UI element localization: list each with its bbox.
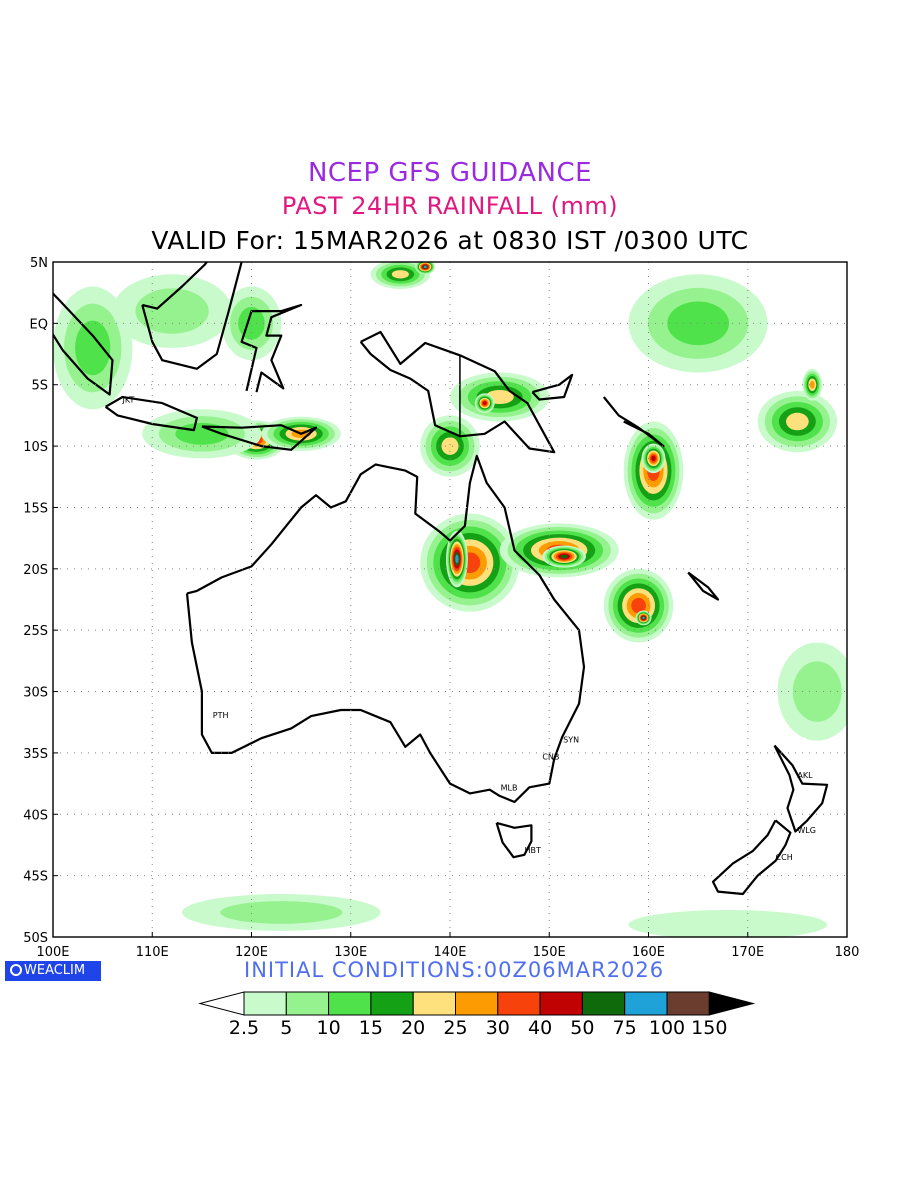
colorbar-label: 40 [528,1017,552,1039]
city-label: JKT [121,395,134,404]
lat-tick-label: 20S [23,563,48,578]
lat-tick-label: EQ [30,317,48,332]
java-coast [104,395,198,432]
city-label: HBT [524,846,541,855]
rain-area [142,409,262,459]
logo-circle-icon [10,964,22,976]
coastlines [53,219,829,896]
colorbar-label: 50 [570,1017,594,1039]
rain-area [635,610,652,626]
colorbar-label: 10 [317,1017,341,1039]
weaclim-logo: WEACLIM [5,961,101,981]
colorbar-label: 15 [359,1017,383,1039]
rain-area [603,568,674,643]
colorbar-label: 150 [691,1017,727,1039]
tasmania-coast [495,821,533,859]
rain-area [446,530,468,588]
lon-tick-label: 160E [632,945,665,960]
nz-north-coast [773,744,829,833]
rain-area [415,262,436,275]
city-label: CCH [776,853,793,862]
sulawesi-coast [240,303,303,393]
lon-tick-label: 140E [433,945,466,960]
lat-tick-label: 5N [30,256,48,271]
lat-tick-label: 45S [23,870,48,885]
lat-tick-label: 40S [23,808,48,823]
lon-tick-label: 100E [36,945,69,960]
new-guinea-coast [359,330,556,454]
rain-area [757,390,838,453]
nz-south-coast [711,819,792,896]
city-label: AKL [797,771,813,780]
colorbar-label: 30 [486,1017,510,1039]
colorbar-label: 5 [280,1017,292,1039]
lon-tick-label: 110E [136,945,169,960]
rain-area [112,274,232,348]
colorbar-label: 20 [401,1017,425,1039]
lon-tick-label: 130E [334,945,367,960]
lon-tick-label: 150E [533,945,566,960]
rain-area [777,642,847,741]
rain-area [628,274,768,373]
rain-area [53,286,133,410]
sumatra-coast [53,291,114,396]
rain-area [542,545,586,568]
logo-text: WEACLIM [24,963,86,978]
lat-tick-label: 30S [23,686,48,701]
lat-tick-label: 5S [31,379,48,394]
city-label: CNB [542,753,559,762]
lat-tick-label: 25S [23,624,48,639]
city-label: MLB [501,783,518,792]
rain-layer [53,262,847,937]
rain-area [370,262,431,289]
borneo-coast [141,262,243,370]
rain-area [628,910,828,937]
city-label: WLG [797,826,816,835]
lat-tick-label: 15S [23,501,48,516]
lesser-sunda-coast [201,424,318,451]
lat-tick-label: 35S [23,747,48,762]
australia-coast [185,454,586,804]
city-label: PTH [213,711,229,720]
lat-tick-label: 10S [23,440,48,455]
new-britain-coast [531,373,574,401]
colorbar-label: 25 [443,1017,467,1039]
colorbar-label: 100 [649,1017,685,1039]
rain-area [641,443,666,474]
rain-area [802,368,823,401]
solomon-coast [602,396,665,448]
colorbar-label: 2.5 [229,1017,259,1039]
rain-area [420,415,480,477]
initial-conditions: INITIAL CONDITIONS:00Z06MAR2026 [244,958,665,982]
chart-title: NCEP GFS GUIDANCE [307,158,593,188]
rain-area [474,393,495,413]
lat-tick-label: 50S [23,931,48,946]
gridlines [53,262,847,937]
mindanao-coast [271,219,316,240]
lon-tick-label: 170E [731,945,764,960]
rain-area [182,894,381,931]
city-label: SYN [563,735,579,744]
lon-tick-label: 120E [235,945,268,960]
colorbar-label: 75 [613,1017,637,1039]
valid-time: VALID For: 15MAR2026 at 0830 IST /0300 U… [151,226,749,255]
new-caledonia-coast [687,571,720,601]
chart-subtitle: PAST 24HR RAINFALL (mm) [281,192,619,220]
lon-tick-label: 180 [835,945,860,960]
